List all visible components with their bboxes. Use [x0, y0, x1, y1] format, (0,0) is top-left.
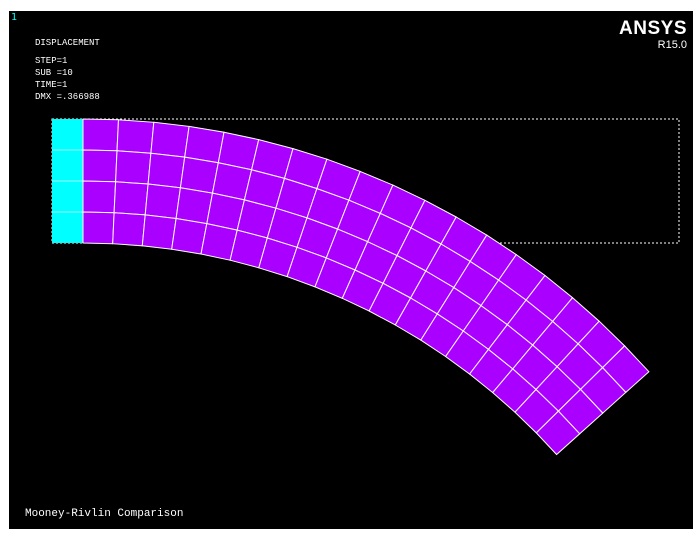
- legend-sub: SUB =10: [35, 68, 73, 78]
- ansys-logo: ANSYS R15.0: [619, 18, 687, 52]
- mesh-element: [116, 119, 155, 154]
- mesh-element: [144, 183, 181, 220]
- mesh-element: [82, 180, 117, 214]
- mesh-element: [535, 410, 581, 456]
- mesh-element: [184, 125, 225, 164]
- mesh-element: [150, 121, 190, 158]
- graphics-viewport[interactable]: 1 DISPLACEMENT STEP=1 SUB =10 TIME=1 DMX…: [9, 11, 693, 529]
- result-legend: DISPLACEMENT STEP=1 SUB =10 TIME=1 DMX =…: [35, 37, 100, 103]
- mesh-element: [115, 150, 152, 185]
- legend-dmx: DMX =.366988: [35, 92, 100, 102]
- deformed-mesh: [82, 118, 650, 456]
- mesh-element: [141, 214, 177, 250]
- mesh-element: [112, 212, 146, 247]
- fixed-support-icon: [52, 119, 83, 243]
- mesh-element: [82, 118, 120, 152]
- mesh-element: [82, 149, 118, 183]
- mesh-element: [82, 211, 115, 245]
- window-number: 1: [11, 12, 18, 23]
- mesh-element: [179, 156, 219, 194]
- logo-release: R15.0: [657, 39, 687, 51]
- plot-caption: Mooney-Rivlin Comparison: [25, 508, 184, 520]
- logo-brand: ANSYS: [619, 18, 687, 39]
- legend-step: STEP=1: [35, 56, 68, 66]
- mesh-element: [113, 181, 149, 216]
- mesh-element: [147, 152, 186, 189]
- deformed-shape-plot: [51, 118, 680, 456]
- legend-title: DISPLACEMENT: [35, 38, 100, 48]
- mesh-element: [175, 187, 214, 225]
- legend-time: TIME=1: [35, 80, 68, 90]
